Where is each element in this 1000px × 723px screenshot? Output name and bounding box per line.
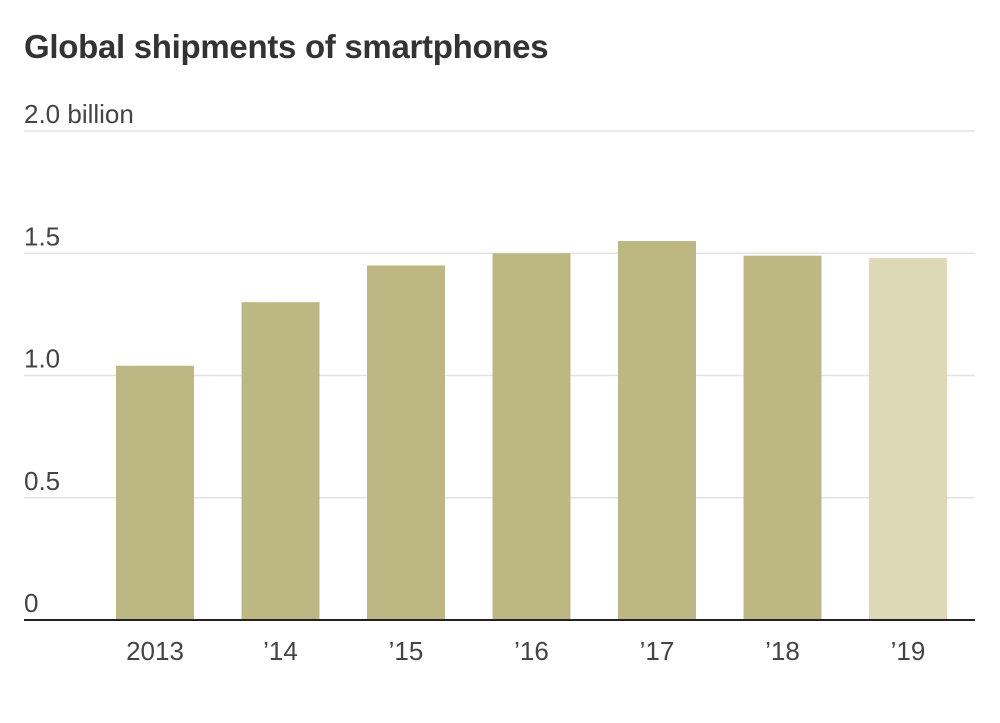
bar-2013 <box>116 365 194 620</box>
chart-title: Global shipments of smartphones <box>24 28 549 65</box>
y-tick-label: 0 <box>24 588 38 618</box>
y-tick-label: 0.5 <box>24 466 60 496</box>
x-tick-label: ’15 <box>389 636 424 666</box>
bars <box>116 241 947 620</box>
bar-15 <box>367 265 445 620</box>
x-tick-label: ’14 <box>263 636 298 666</box>
y-tick-label: 1.0 <box>24 344 60 374</box>
y-tick-labels: 2.0 billion 1.5 1.0 0.5 0 <box>24 99 134 618</box>
bar-19 <box>869 258 947 620</box>
bar-17 <box>618 241 696 620</box>
bar-14 <box>241 302 320 620</box>
y-tick-label: 2.0 billion <box>24 99 134 129</box>
bar-16 <box>492 253 571 620</box>
bar-18 <box>743 255 822 620</box>
x-tick-label: ’16 <box>514 636 549 666</box>
y-tick-label: 1.5 <box>24 221 60 251</box>
x-tick-label: 2013 <box>126 636 184 666</box>
x-tick-label: ’18 <box>765 636 800 666</box>
x-tick-label: ’19 <box>891 636 926 666</box>
x-tick-labels: 2013 ’14 ’15 ’16 ’17 ’18 ’19 <box>126 636 925 666</box>
x-tick-label: ’17 <box>640 636 675 666</box>
